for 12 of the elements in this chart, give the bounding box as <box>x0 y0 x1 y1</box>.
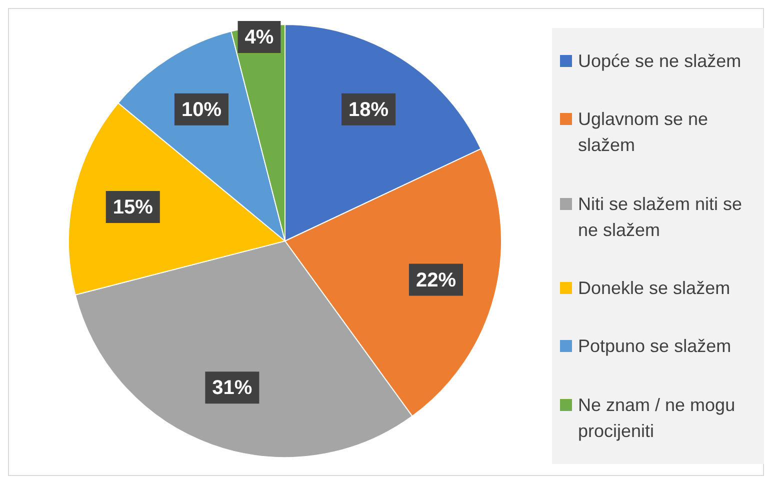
data-label: 15% <box>112 196 154 219</box>
data-label: 4% <box>244 26 274 48</box>
legend-label: Niti se slažem niti se ne slažem <box>578 192 744 242</box>
legend-label: Potpuno se slažem <box>578 335 732 358</box>
data-label: 18% <box>348 98 389 121</box>
legend-label: Ne znam / ne mogu procijeniti <box>578 394 736 443</box>
data-label: 31% <box>212 377 252 400</box>
legend-label: Uglavnom se ne slažem <box>578 108 710 158</box>
data-label: 22% <box>416 269 456 292</box>
legend-label: Donekle se slažem <box>578 277 730 300</box>
data-label: 10% <box>181 98 222 121</box>
legend-label: Uopće se ne slažem <box>578 50 742 74</box>
